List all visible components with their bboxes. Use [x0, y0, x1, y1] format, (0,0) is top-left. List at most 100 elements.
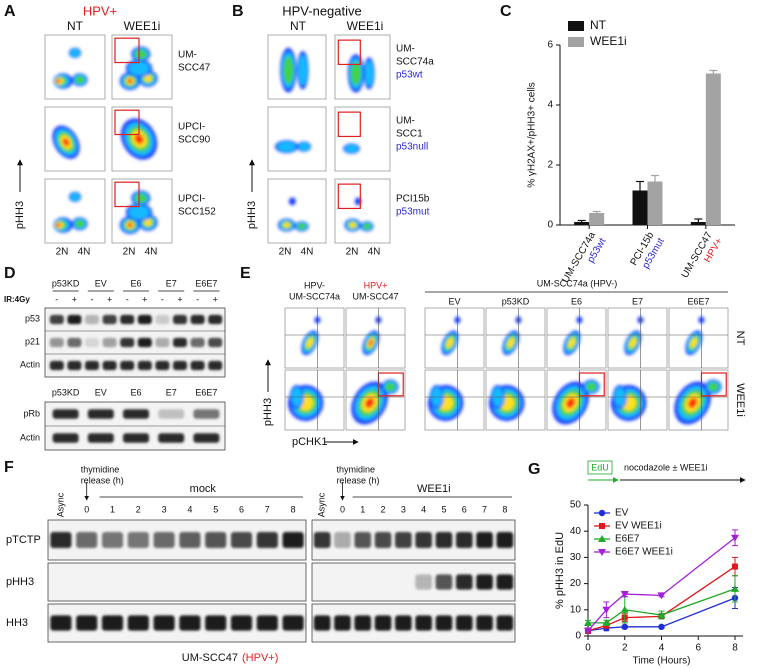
bar — [632, 190, 648, 225]
lane-label: 4 — [187, 504, 192, 514]
x-axis-title: Time (Hours) — [633, 656, 691, 667]
blot-row-label: pRb — [23, 408, 40, 418]
blot-band — [256, 615, 278, 631]
flow-density — [52, 125, 80, 159]
genotype-label: p53wt — [396, 70, 423, 81]
density-level — [586, 382, 597, 392]
blot-band — [334, 532, 351, 548]
density-level — [134, 193, 147, 203]
panel-letter: B — [232, 3, 244, 20]
x-axis-label: 4N — [301, 247, 314, 258]
column-header: HPV+ — [364, 280, 388, 290]
blot-band — [76, 532, 98, 548]
lane-label: 8 — [291, 504, 296, 514]
y-tick-label: 2 — [547, 160, 553, 171]
lane-label: 7 — [265, 504, 270, 514]
blot-row-label: HH3 — [6, 617, 28, 629]
gate — [114, 37, 140, 64]
blot-band — [52, 433, 79, 443]
blot-band — [85, 314, 99, 325]
gate — [114, 109, 140, 136]
ir-label: IR:4Gy — [4, 295, 30, 304]
blot-band — [153, 615, 175, 631]
blot-band — [282, 615, 304, 631]
marker-label: thymidine — [81, 464, 120, 474]
y-tick-label: 0 — [575, 631, 581, 642]
ir-sign: - — [196, 294, 199, 304]
y-tick-label: 6 — [547, 40, 553, 51]
point — [620, 591, 629, 599]
blot-band — [313, 615, 331, 631]
blot-band — [190, 314, 205, 325]
lane-label: EV — [95, 278, 107, 288]
lane-label: 3 — [401, 504, 406, 514]
ir-sign: - — [126, 294, 129, 304]
blot-band — [153, 532, 175, 548]
blot-band — [137, 360, 152, 371]
legend-marker — [598, 509, 606, 517]
blot-row-label: pTCTP — [6, 534, 41, 546]
row-label: UPCI- — [178, 194, 205, 205]
blot-band — [50, 615, 72, 631]
density-level — [306, 337, 314, 349]
blot-band — [123, 433, 149, 443]
blot-band — [230, 532, 253, 548]
point — [731, 584, 739, 592]
flow-density — [685, 316, 705, 356]
x-tick-label: 8 — [732, 643, 738, 654]
y-tick-label: 30 — [570, 552, 582, 563]
blot-band — [120, 314, 135, 325]
density-level — [708, 382, 719, 392]
density-level — [297, 223, 306, 230]
lane-label: E6E7 — [195, 278, 217, 288]
row-label: SCC74a — [396, 57, 434, 68]
panel-letter: E — [240, 265, 251, 282]
blot-band — [230, 615, 253, 631]
y-tick-label: 0 — [547, 220, 553, 231]
density-level — [364, 60, 374, 87]
blot-band — [455, 615, 473, 631]
blot-band — [415, 574, 432, 590]
blot-band — [102, 337, 117, 348]
lane-label: 2 — [136, 504, 141, 514]
density-level — [446, 337, 454, 349]
flow-plot-frame — [267, 106, 327, 172]
flow-density — [610, 385, 647, 421]
blot-row-label: Actin — [20, 359, 40, 369]
panel-title: HPV+ — [83, 3, 117, 18]
density-level — [134, 134, 144, 144]
density-level — [507, 337, 515, 349]
legend-label: E6E7 WEE1i — [615, 547, 673, 558]
blot-band — [120, 360, 135, 371]
blot-band — [155, 337, 170, 348]
blot-band — [193, 433, 220, 443]
ir-sign: - — [91, 294, 94, 304]
blot-band — [193, 409, 220, 419]
point — [602, 606, 611, 614]
density-level — [298, 54, 308, 86]
lane-label: EV — [95, 387, 107, 397]
x-axis-label: 2N — [346, 247, 359, 258]
marker-label: thymidine — [336, 464, 375, 474]
blot-band — [173, 360, 187, 371]
blot-band — [67, 314, 82, 325]
density-level — [70, 192, 80, 202]
density-level — [74, 219, 85, 228]
flow-density — [277, 197, 309, 232]
flow-plot-frame — [334, 178, 391, 244]
blot-band — [208, 360, 223, 371]
legend-marker — [599, 523, 605, 529]
density-level — [277, 141, 296, 152]
x-axis-label: 2N — [279, 247, 292, 258]
row-label: PCI15b — [396, 194, 430, 205]
genotype-label: p53null — [396, 142, 428, 153]
density-level — [298, 142, 310, 151]
lane-label: 0 — [340, 504, 345, 514]
column-header: UM-SCC74a — [289, 291, 340, 301]
density-level — [368, 339, 373, 346]
lane-label: E6 — [130, 387, 141, 397]
lane-label: 1 — [110, 504, 115, 514]
flow-plot-frame — [44, 178, 106, 244]
lane-label: E6E7 — [195, 387, 217, 397]
